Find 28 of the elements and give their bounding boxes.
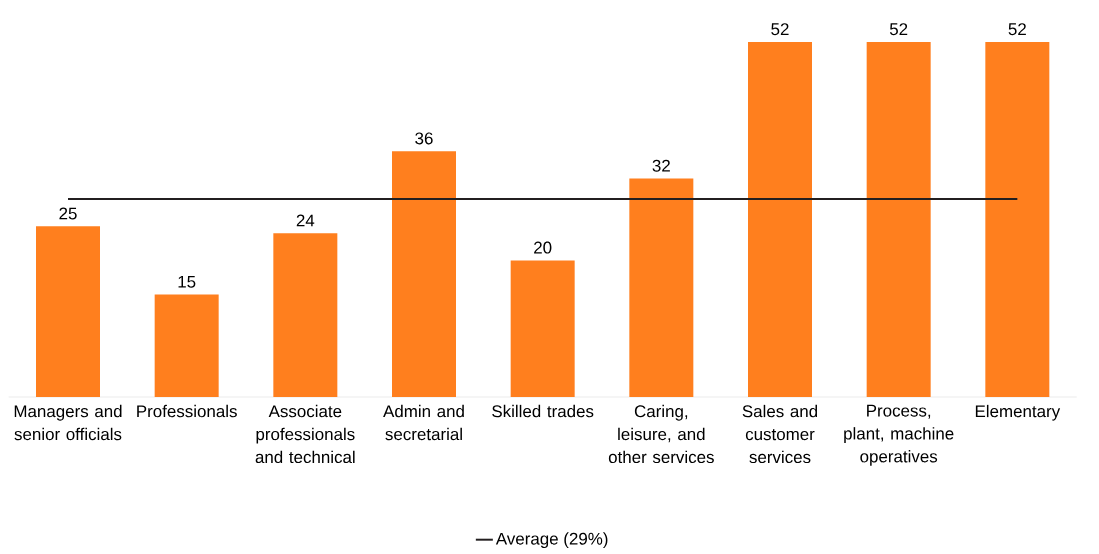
data-label: 32 bbox=[652, 159, 670, 172]
bar bbox=[985, 41, 1050, 397]
bar bbox=[510, 260, 575, 397]
data-label: 25 bbox=[59, 207, 77, 220]
data-label: 52 bbox=[771, 23, 789, 36]
bar bbox=[36, 226, 100, 397]
x-tick-label: Admin and secretarial bbox=[383, 404, 464, 441]
x-tick-label: Caring, leisure, and other services bbox=[608, 404, 714, 464]
x-tick-label: Skilled trades bbox=[492, 404, 594, 418]
x-tick-label: Managers and senior officials bbox=[14, 404, 122, 441]
data-label: 15 bbox=[178, 275, 196, 288]
x-tick-label: Professionals bbox=[137, 404, 237, 418]
data-label: 20 bbox=[534, 241, 552, 254]
x-tick-label: Process, plant, machine operatives bbox=[844, 404, 954, 466]
bar bbox=[392, 151, 456, 397]
x-tick-label: Elementary bbox=[975, 404, 1061, 421]
bar bbox=[748, 41, 812, 397]
bar bbox=[629, 178, 694, 397]
data-label: 52 bbox=[889, 23, 908, 36]
data-label: 52 bbox=[1008, 23, 1026, 36]
bar bbox=[866, 41, 931, 397]
bar bbox=[273, 233, 338, 397]
data-label: 24 bbox=[296, 214, 315, 227]
x-tick-label: Sales and customer services bbox=[742, 404, 818, 464]
legend-label: Average (29%) bbox=[495, 532, 608, 549]
bar bbox=[154, 294, 219, 397]
data-label: 36 bbox=[415, 132, 433, 145]
x-tick-label: Associate professionals and technical bbox=[255, 404, 355, 464]
